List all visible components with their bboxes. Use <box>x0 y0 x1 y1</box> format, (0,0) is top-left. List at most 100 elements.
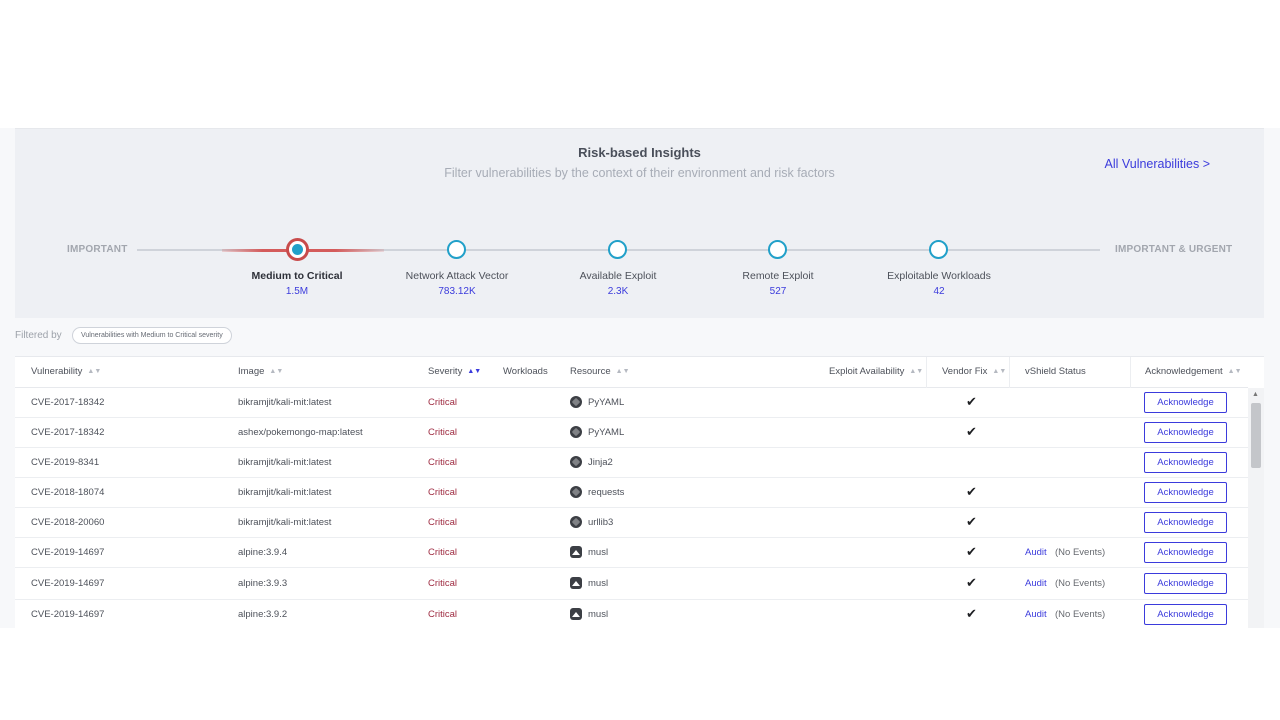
severity-value: Critical <box>428 609 458 620</box>
step-count-exploitable-workloads: 42 <box>933 286 945 297</box>
audit-link[interactable]: Audit <box>1025 547 1047 558</box>
header-image[interactable]: Image ▲▼ <box>238 366 284 377</box>
header-vendor-fix[interactable]: Vendor Fix ▲▼ <box>942 366 1007 377</box>
header-vulnerability[interactable]: Vulnerability ▲▼ <box>31 366 102 377</box>
step-node-remote-exploit[interactable] <box>768 240 787 259</box>
vertical-scrollbar[interactable]: ▲ <box>1248 388 1264 628</box>
column-divider <box>1130 357 1131 388</box>
severity-value: Critical <box>428 427 458 438</box>
resource-name: PyYAML <box>588 397 625 408</box>
table-row: CVE-2017-18342 ashex/pokemongo-map:latest… <box>15 418 1248 448</box>
resource-name: musl <box>588 609 609 620</box>
step-count-network-attack-vector: 783.12K <box>438 286 476 297</box>
sort-icon: ▲▼ <box>87 368 102 375</box>
sort-desc-icon: ▲▼ <box>467 368 482 375</box>
step-count-medium-to-critical: 1.5M <box>285 286 309 297</box>
table-header: Vulnerability ▲▼ Image ▲▼ Severity ▲▼ Workl… <box>15 357 1248 388</box>
acknowledge-button[interactable]: Acknowledge <box>1144 542 1227 563</box>
events-status: (No Events) <box>1055 578 1106 589</box>
python-icon <box>570 486 582 498</box>
step-node-medium-to-critical[interactable] <box>286 238 309 261</box>
vulnerability-id[interactable]: CVE-2018-20060 <box>31 517 105 528</box>
all-vulnerabilities-link[interactable]: All Vulnerabilities > <box>1104 157 1211 171</box>
header-acknowledgement[interactable]: Acknowledgement ▲▼ <box>1145 366 1242 377</box>
severity-value: Critical <box>428 547 458 558</box>
table-row: CVE-2018-18074 bikramjit/kali-mit:latest C… <box>15 478 1248 508</box>
panel-subtitle: Filter vulnerabilities by the context of… <box>444 166 835 180</box>
step-node-network-attack-vector[interactable] <box>447 240 466 259</box>
check-icon: ✔ <box>966 514 977 529</box>
panel-title: Risk-based Insights <box>578 145 701 160</box>
scroll-up-icon[interactable]: ▲ <box>1252 391 1259 398</box>
check-icon: ✔ <box>966 606 977 621</box>
step-label-network-attack-vector[interactable]: Network Attack Vector <box>405 270 509 282</box>
python-icon <box>570 456 582 468</box>
step-label-remote-exploit[interactable]: Remote Exploit <box>742 270 814 282</box>
header-vshield-status: vShield Status <box>1025 366 1086 377</box>
alpine-icon <box>570 577 582 589</box>
severity-value: Critical <box>428 457 458 468</box>
resource-name: musl <box>588 578 609 589</box>
sort-icon: ▲▼ <box>909 368 924 375</box>
severity-value: Critical <box>428 517 458 528</box>
resource-name: Jinja2 <box>588 457 613 468</box>
table-row: CVE-2017-18342 bikramjit/kali-mit:latest C… <box>15 388 1248 418</box>
step-label-medium-to-critical[interactable]: Medium to Critical <box>251 270 343 282</box>
severity-value: Critical <box>428 487 458 498</box>
scroll-thumb[interactable] <box>1251 403 1261 468</box>
step-label-available-exploit[interactable]: Available Exploit <box>579 270 657 282</box>
python-icon <box>570 426 582 438</box>
image-name: bikramjit/kali-mit:latest <box>238 487 332 498</box>
risk-insights-frame: Risk-based Insights Filter vulnerabiliti… <box>0 128 1280 628</box>
acknowledge-button[interactable]: Acknowledge <box>1144 512 1227 533</box>
column-divider <box>1009 357 1010 388</box>
sort-icon: ▲▼ <box>615 368 630 375</box>
python-icon <box>570 396 582 408</box>
acknowledge-button[interactable]: Acknowledge <box>1144 422 1227 443</box>
check-icon: ✔ <box>966 394 977 409</box>
resource-name: musl <box>588 547 609 558</box>
vulnerability-id[interactable]: CVE-2019-14697 <box>31 609 105 620</box>
filtered-by-label: Filtered by <box>15 330 62 341</box>
vulnerability-id[interactable]: CVE-2017-18342 <box>31 397 105 408</box>
check-icon: ✔ <box>966 544 977 559</box>
resource-name: PyYAML <box>588 427 625 438</box>
vulnerability-id[interactable]: CVE-2019-14697 <box>31 547 105 558</box>
image-name: bikramjit/kali-mit:latest <box>238 517 332 528</box>
severity-value: Critical <box>428 578 458 589</box>
vulnerability-id[interactable]: CVE-2019-14697 <box>31 578 105 589</box>
acknowledge-button[interactable]: Acknowledge <box>1144 573 1227 594</box>
check-icon: ✔ <box>966 424 977 439</box>
events-status: (No Events) <box>1055 547 1106 558</box>
resource-name: requests <box>588 487 625 498</box>
image-name: alpine:3.9.2 <box>238 609 288 620</box>
step-node-available-exploit[interactable] <box>608 240 627 259</box>
alpine-icon <box>570 608 582 620</box>
acknowledge-button[interactable]: Acknowledge <box>1144 482 1227 503</box>
vulnerability-id[interactable]: CVE-2017-18342 <box>31 427 105 438</box>
table-row: CVE-2019-14697 alpine:3.9.3 Critical musl ✔ A… <box>15 569 1248 600</box>
resource-name: urllib3 <box>588 517 614 528</box>
sort-icon: ▲▼ <box>1227 368 1242 375</box>
image-name: bikramjit/kali-mit:latest <box>238 457 332 468</box>
table-row: CVE-2018-20060 bikramjit/kali-mit:latest C… <box>15 508 1248 538</box>
acknowledge-button[interactable]: Acknowledge <box>1144 452 1227 473</box>
audit-link[interactable]: Audit <box>1025 578 1047 589</box>
filter-chip[interactable]: Vulnerabilities with Medium to Critical … <box>72 327 232 344</box>
step-count-remote-exploit: 527 <box>769 286 787 297</box>
table-row: CVE-2019-8341 bikramjit/kali-mit:latest Cr… <box>15 448 1248 478</box>
acknowledge-button[interactable]: Acknowledge <box>1144 392 1227 413</box>
acknowledge-button[interactable]: Acknowledge <box>1144 604 1227 625</box>
step-node-exploitable-workloads[interactable] <box>929 240 948 259</box>
vulnerability-id[interactable]: CVE-2019-8341 <box>31 457 100 468</box>
table-row: CVE-2019-14697 alpine:3.9.4 Critical musl ✔ A… <box>15 538 1248 568</box>
audit-link[interactable]: Audit <box>1025 609 1047 620</box>
vulnerabilities-table: Vulnerability ▲▼ Image ▲▼ Severity ▲▼ Workl… <box>15 356 1264 628</box>
vulnerability-id[interactable]: CVE-2018-18074 <box>31 487 105 498</box>
header-severity[interactable]: Severity ▲▼ <box>428 366 482 377</box>
image-name: ashex/pokemongo-map:latest <box>238 427 363 438</box>
step-label-exploitable-workloads[interactable]: Exploitable Workloads <box>887 270 991 282</box>
events-status: (No Events) <box>1055 609 1106 620</box>
header-resource[interactable]: Resource ▲▼ <box>570 366 630 377</box>
header-exploit-availability[interactable]: Exploit Availability ▲▼ <box>829 366 924 377</box>
